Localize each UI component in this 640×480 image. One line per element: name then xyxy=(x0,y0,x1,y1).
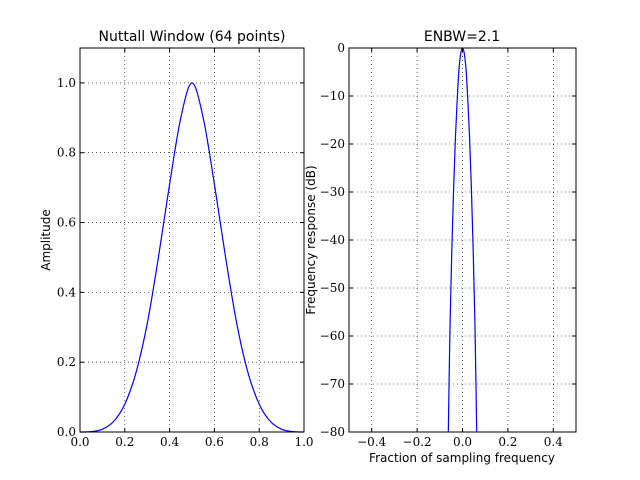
tick-marks xyxy=(79,48,305,433)
y-tick-label: 0.0 xyxy=(57,425,76,439)
y-tick-label: −20 xyxy=(320,137,345,151)
y-tick-label: −80 xyxy=(320,425,345,439)
plot-frame xyxy=(79,47,305,433)
series-layer xyxy=(79,82,305,433)
x-tick-label: 0.8 xyxy=(250,435,269,449)
chart-title: Nuttall Window (64 points) xyxy=(99,29,286,45)
x-tick-labels: −0.4 −0.2 0.0 0.2 0.4 xyxy=(357,435,563,449)
y-tick-labels: 0.0 0.2 0.4 0.6 0.8 1.0 xyxy=(57,76,76,439)
frequency-response-chart: −0.4 −0.2 0.0 0.2 0.4 0 −10 −20 −30 −40 −50 −60 −70… xyxy=(304,29,577,465)
chart-title: ENBW=2.1 xyxy=(424,29,500,45)
y-tick-label: 0.8 xyxy=(57,146,76,160)
y-tick-label: 0.6 xyxy=(57,216,76,230)
y-tick-label: −60 xyxy=(320,329,345,343)
y-tick-labels: 0 −10 −20 −30 −40 −50 −60 −70 −80 xyxy=(320,41,345,439)
y-axis-label: Frequency response (dB) xyxy=(304,165,318,314)
x-tick-label: −0.2 xyxy=(403,435,432,449)
x-tick-label: 0.0 xyxy=(453,435,472,449)
y-tick-label: 0.2 xyxy=(57,355,76,369)
x-tick-labels: 0.0 0.2 0.4 0.6 0.8 1.0 xyxy=(70,435,313,449)
x-tick-label: 1.0 xyxy=(294,435,313,449)
y-tick-label: −10 xyxy=(320,89,345,103)
y-tick-label: 0 xyxy=(337,41,345,55)
x-tick-label: 0.4 xyxy=(160,435,179,449)
y-tick-label: −50 xyxy=(320,281,345,295)
y-tick-label: 1.0 xyxy=(57,76,76,90)
x-tick-label: 0.2 xyxy=(115,435,134,449)
y-tick-label: −40 xyxy=(320,233,345,247)
y-tick-label: 0.4 xyxy=(57,285,76,299)
x-tick-label: 0.0 xyxy=(70,435,89,449)
x-tick-label: 0.6 xyxy=(205,435,224,449)
window-amplitude-chart: 0.0 0.2 0.4 0.6 0.8 1.0 0.0 0.2 0.4 0.6 0.8 1.0 Nu… xyxy=(39,29,314,449)
y-axis-label: Amplitude xyxy=(39,209,53,271)
y-tick-label: −30 xyxy=(320,185,345,199)
x-tick-label: 0.2 xyxy=(498,435,517,449)
x-tick-label: −0.4 xyxy=(357,435,387,449)
grid-lines xyxy=(349,47,576,433)
tick-marks xyxy=(349,47,576,433)
x-axis-label: Fraction of sampling frequency xyxy=(369,451,555,465)
y-tick-label: −70 xyxy=(320,377,345,391)
x-tick-label: 0.4 xyxy=(544,435,563,449)
series-line xyxy=(79,82,305,433)
